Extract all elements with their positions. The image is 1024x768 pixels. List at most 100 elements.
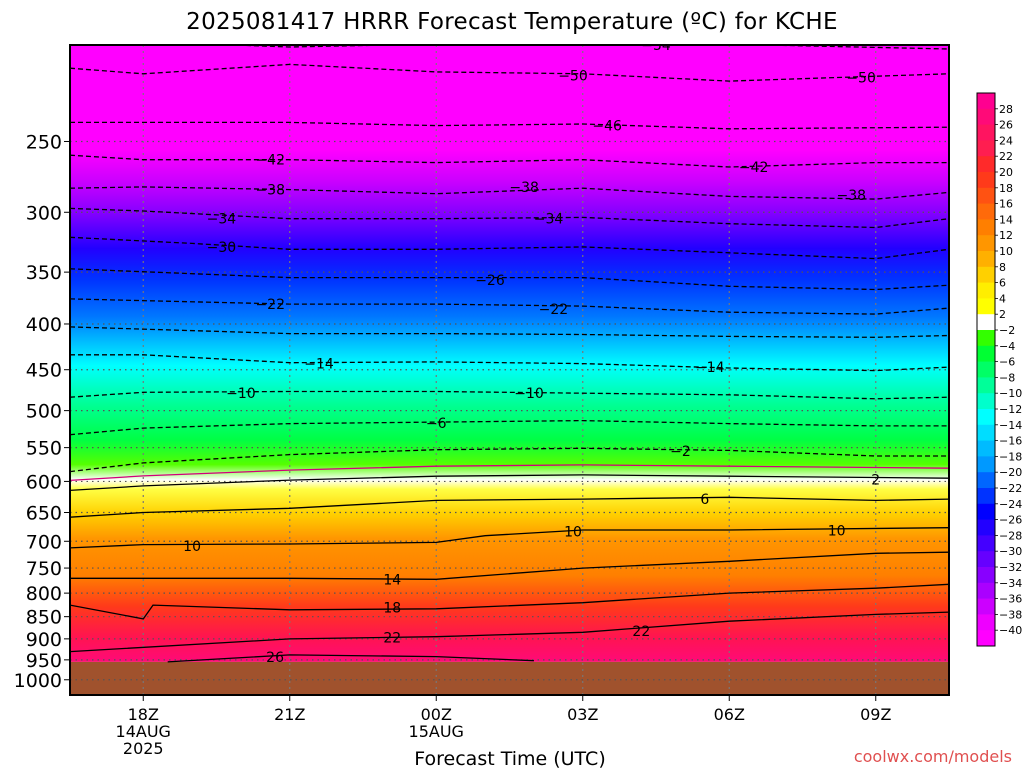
grid-lines [70,45,949,695]
legend-swatch [977,219,995,236]
contour-line-minus34 [70,207,949,229]
legend-label: 28 [999,103,1013,116]
legend-swatch [977,456,995,473]
contour-label: −54 [641,38,671,54]
contour-label: −14 [695,360,725,376]
legend-label: 18 [999,182,1013,195]
terrain-below-ground [70,661,949,695]
legend-label: −40 [999,624,1022,637]
contour-label: 26 [266,650,284,666]
legend-label: −14 [999,419,1022,432]
legend-label: 2 [999,308,1006,321]
legend-swatch [977,424,995,442]
legend-label: −16 [999,435,1022,448]
time-tick-label: 00Z [421,705,452,724]
legend-label: −10 [999,387,1022,400]
time-tick-label: 18Z [128,705,159,724]
legend-swatch [977,124,995,141]
legend-swatch [977,172,995,189]
contour-label: −50 [846,70,876,86]
legend-label: −22 [999,482,1022,495]
pressure-tick-label: 700 [26,531,62,553]
legend-swatch [977,361,995,378]
legend-label: 14 [999,213,1013,226]
legend-swatch [977,377,995,394]
contour-line-26 [167,654,534,663]
contour-label: −2 [670,444,691,460]
contour-label: −22 [539,302,569,318]
legend-label: −28 [999,529,1022,542]
contour-label: −34 [207,212,237,228]
legend-swatch [977,282,995,299]
contour-label: −22 [255,297,285,313]
pressure-tick-label: 500 [26,401,62,423]
temperature-field [70,45,949,662]
contour-line-2 [70,474,949,492]
legend-swatch [977,551,995,568]
legend-label: 10 [999,245,1013,258]
legend-label: −38 [999,608,1022,621]
legend-swatch [977,298,995,315]
legend-swatch [977,440,995,457]
legend-label: 4 [999,292,1006,305]
legend-swatch [977,266,995,284]
legend-swatch [977,630,995,647]
legend-swatch [977,519,995,536]
legend-frame [976,92,996,647]
pressure-tick-label: 750 [26,558,62,580]
legend-label: −12 [999,403,1022,416]
color-legend: 28 26 24 22 20 18 16 14 12 10 8 6 4 2 −2 −4 −6 −8 −10 −12 −1… [976,92,1022,647]
legend-swatch [977,140,995,157]
contour-lines: −54−50 −50−46−42 −42−38 −38−38−34 −34−30−26−… [70,38,949,666]
freezing-level-line [70,464,949,482]
contour-label: 10 [564,525,582,541]
contour-line-minus6 [70,419,949,436]
pressure-tick-label: 400 [26,314,62,336]
pressure-tick-label: 800 [26,583,62,605]
legend-swatch [977,345,995,363]
contour-line-6 [70,496,949,518]
legend-swatch [977,251,995,268]
legend-swatch [977,567,995,584]
contour-label: −38 [837,188,867,204]
contour-line-minus2 [70,447,949,473]
contour-label: −38 [509,180,539,196]
pressure-tick-label: 350 [26,262,62,284]
contour-label: −26 [475,273,505,289]
contour-line-minus10 [70,390,949,400]
year-tick-label: 2025 [123,739,164,758]
legend-label: −8 [999,371,1015,384]
pressure-tick-label: 650 [26,502,62,524]
legend-label: −30 [999,545,1022,558]
legend-label: 24 [999,134,1013,147]
contour-label: −46 [592,119,622,135]
contour-label: 22 [632,624,650,640]
date-tick-label: 15AUG [409,722,464,741]
contour-line-18 [70,583,949,620]
pressure-tick-label: 600 [26,471,62,493]
pressure-tick-label: 250 [26,131,62,153]
pressure-tick-label: 900 [26,629,62,651]
pressure-tick-label: 300 [26,202,62,224]
legend-label: −34 [999,577,1022,590]
contour-label: 10 [828,524,846,540]
contour-label: −10 [226,386,256,402]
pressure-tick-label: 450 [26,360,62,382]
legend-swatch [977,503,995,521]
contour-line-minus46 [70,121,949,130]
contour-label: −14 [304,357,334,373]
contour-line-minus42 [70,154,949,168]
legend-swatch [977,614,995,631]
contour-line-22 [70,611,949,653]
pressure-tick-label: 550 [26,438,62,460]
time-tick-label: 09Z [860,705,891,724]
contour-label: −10 [514,386,544,402]
plot-area: −54−50 −50−46−42 −42−38 −38−38−34 −34−30−26−… [70,38,949,695]
contour-line-minus18 [70,326,949,338]
legend-label: −18 [999,450,1022,463]
contour-line-minus26 [70,268,949,291]
contour-line-minus14 [70,354,949,372]
legend-label: −2 [999,324,1015,337]
legend-swatch [977,488,995,505]
